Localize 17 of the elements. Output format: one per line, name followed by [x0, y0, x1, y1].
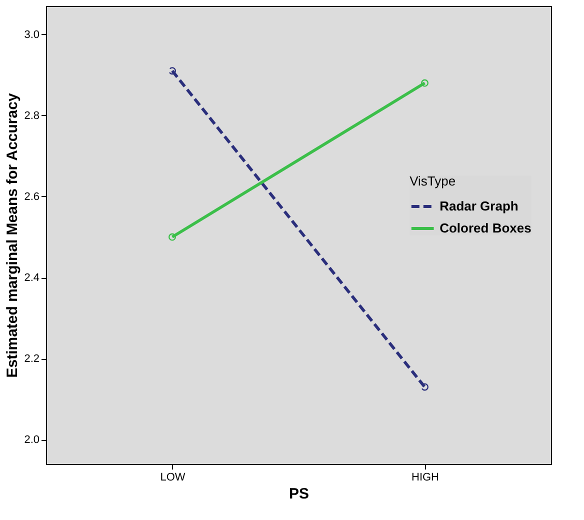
y-tick-label: 2.2 — [24, 353, 40, 366]
y-tick-label: 2.8 — [24, 110, 40, 122]
y-tick-label: 3.0 — [24, 28, 40, 41]
point — [420, 79, 429, 87]
x-tick-label: LOW — [160, 472, 186, 484]
x-axis-title: PS — [288, 486, 310, 502]
point — [168, 67, 176, 75]
y-tick-label: 2.4 — [24, 272, 40, 284]
x-tick-label: HIGH — [412, 472, 440, 484]
legend-label: Radar Graph — [440, 198, 518, 214]
y-tick-label: 2.6 — [24, 190, 40, 203]
point — [420, 383, 429, 391]
y-tick-label: 2.0 — [24, 434, 40, 446]
legend-title: VisType — [410, 173, 456, 188]
legend-label: Colored Boxes — [440, 220, 532, 236]
y-axis-title: Estimated marginal Means for Accuracy — [4, 92, 22, 378]
point — [168, 233, 176, 241]
